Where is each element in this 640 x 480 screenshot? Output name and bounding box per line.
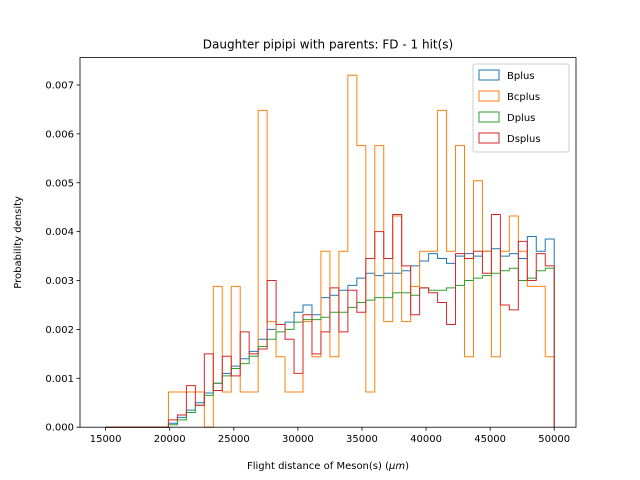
legend-label-bcplus: Bcplus bbox=[507, 92, 540, 103]
x-tick-label: 50000 bbox=[538, 434, 570, 445]
y-tick-label: 0.006 bbox=[45, 129, 74, 140]
legend: Bplus Bcplus Dplus Dsplus bbox=[472, 63, 570, 153]
x-axis-label-text: Flight distance of Meson(s) ( bbox=[247, 461, 389, 472]
y-tick-label: 0.002 bbox=[45, 325, 74, 336]
legend-swatch-dplus bbox=[478, 111, 500, 123]
y-axis: 0.000 0.001 0.002 0.003 0.004 0.005 0.006 0.007 bbox=[45, 80, 80, 434]
x-tick-label: 25000 bbox=[218, 434, 250, 445]
legend-label-dsplus: Dsplus bbox=[507, 134, 541, 145]
y-tick-label: 0.005 bbox=[45, 178, 74, 189]
y-tick-label: 0.000 bbox=[45, 423, 74, 434]
x-tick-label: 20000 bbox=[154, 434, 186, 445]
legend-label-bplus: Bplus bbox=[507, 71, 535, 82]
legend-box bbox=[472, 63, 570, 153]
x-axis-label: Flight distance of Meson(s) (μm) bbox=[247, 461, 409, 472]
y-tick-label: 0.007 bbox=[45, 80, 74, 91]
x-tick-label: 35000 bbox=[346, 434, 378, 445]
axes-frame bbox=[79, 57, 577, 428]
x-tick-label: 40000 bbox=[410, 434, 442, 445]
y-axis-label: Probability density bbox=[13, 196, 24, 289]
chart-title: Daughter pipipi with parents: FD - 1 hit… bbox=[203, 38, 453, 52]
x-axis-label-suffix: ) bbox=[405, 461, 409, 472]
plot-area bbox=[105, 74, 555, 428]
x-tick-label: 45000 bbox=[474, 434, 506, 445]
x-tick-label: 15000 bbox=[90, 434, 122, 445]
series-dsplus-histogram bbox=[105, 214, 555, 428]
x-axis-label-unit: μm bbox=[388, 461, 405, 472]
legend-swatch-bplus bbox=[478, 69, 500, 81]
legend-label-dplus: Dplus bbox=[507, 113, 535, 124]
legend-swatch-bcplus bbox=[478, 90, 500, 102]
y-tick-label: 0.001 bbox=[45, 374, 74, 385]
y-tick-label: 0.003 bbox=[45, 276, 74, 287]
legend-swatch-dsplus bbox=[478, 132, 500, 144]
x-axis: 15000 20000 25000 30000 35000 40000 45000 50000 bbox=[90, 427, 570, 445]
x-tick-label: 30000 bbox=[282, 434, 314, 445]
y-tick-label: 0.004 bbox=[45, 227, 74, 238]
